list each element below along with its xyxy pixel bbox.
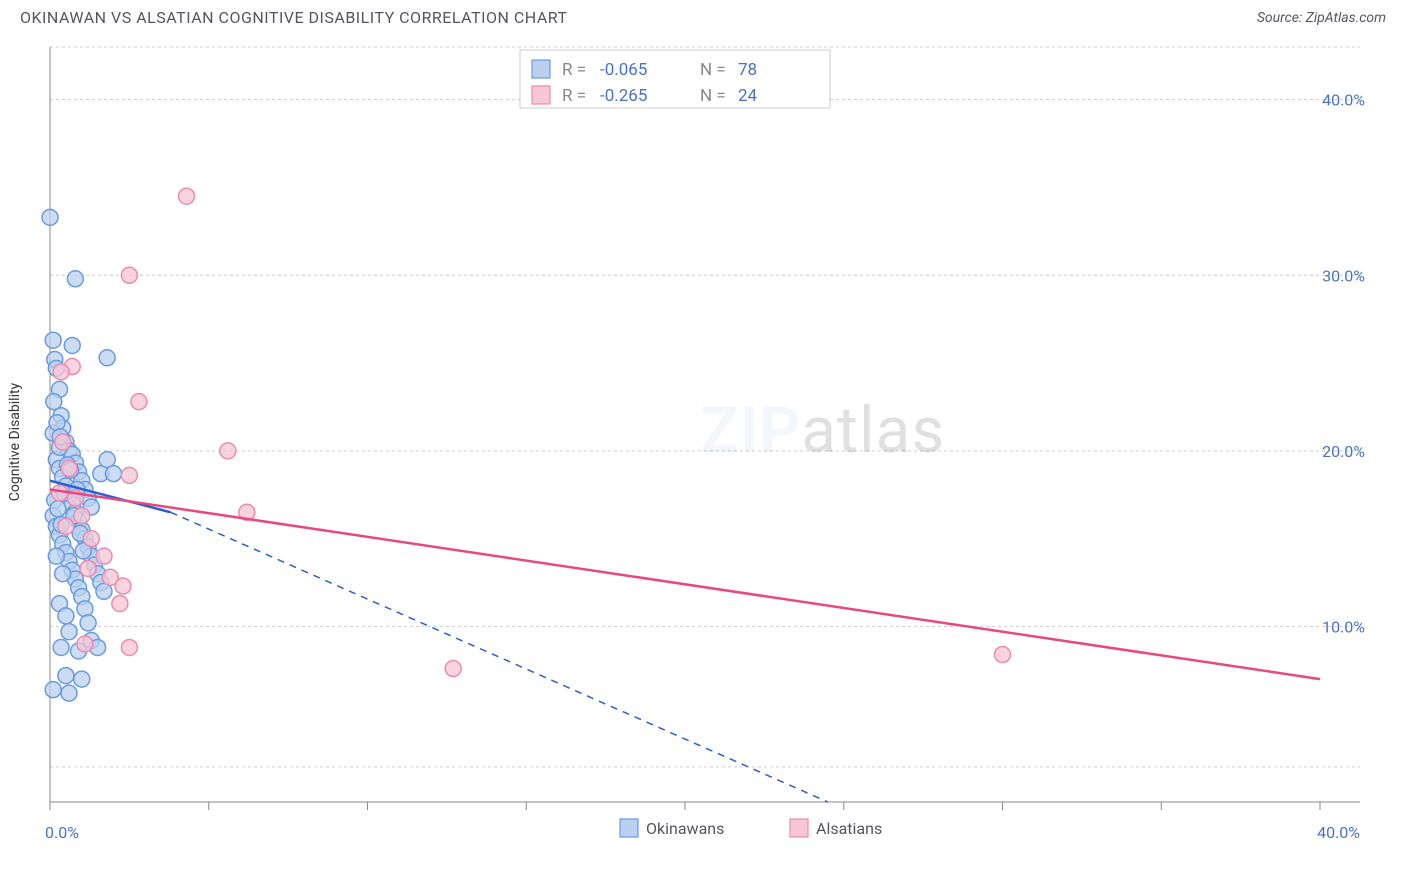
chart-title: OKINAWAN VS ALSATIAN COGNITIVE DISABILIT…	[20, 8, 568, 27]
svg-text:N =: N =	[700, 60, 726, 80]
chart-header: OKINAWAN VS ALSATIAN COGNITIVE DISABILIT…	[0, 0, 1406, 27]
svg-text:N =: N =	[700, 86, 726, 106]
svg-text:40.0%: 40.0%	[1317, 823, 1360, 842]
svg-text:Alsatians: Alsatians	[816, 819, 882, 838]
svg-text:30.0%: 30.0%	[1322, 266, 1365, 285]
svg-text:R =: R =	[562, 60, 586, 80]
svg-text:10.0%: 10.0%	[1322, 617, 1365, 636]
svg-text:-0.265: -0.265	[600, 86, 647, 106]
svg-text:78: 78	[738, 60, 757, 80]
svg-text:-0.065: -0.065	[600, 60, 647, 80]
correlation-chart: ZIPatlas 0.0% 40.0% 10.0% 20.0% 30.0% 40.0% R =…	[20, 42, 1386, 862]
y-axis-label: Cognitive Disability	[7, 383, 23, 501]
svg-text:40.0%: 40.0%	[1322, 91, 1365, 110]
svg-text:24: 24	[738, 86, 758, 106]
svg-text:Okinawans: Okinawans	[646, 819, 724, 838]
plot-container: Cognitive Disability ZIPatlas0.0%40.0%10…	[20, 42, 1386, 842]
svg-text:R =: R =	[562, 86, 586, 106]
svg-text:ZIPatlas: ZIPatlas	[700, 393, 945, 468]
source-label: Source: ZipAtlas.com	[1257, 10, 1386, 26]
svg-text:20.0%: 20.0%	[1322, 442, 1365, 461]
svg-text:0.0%: 0.0%	[45, 823, 79, 842]
